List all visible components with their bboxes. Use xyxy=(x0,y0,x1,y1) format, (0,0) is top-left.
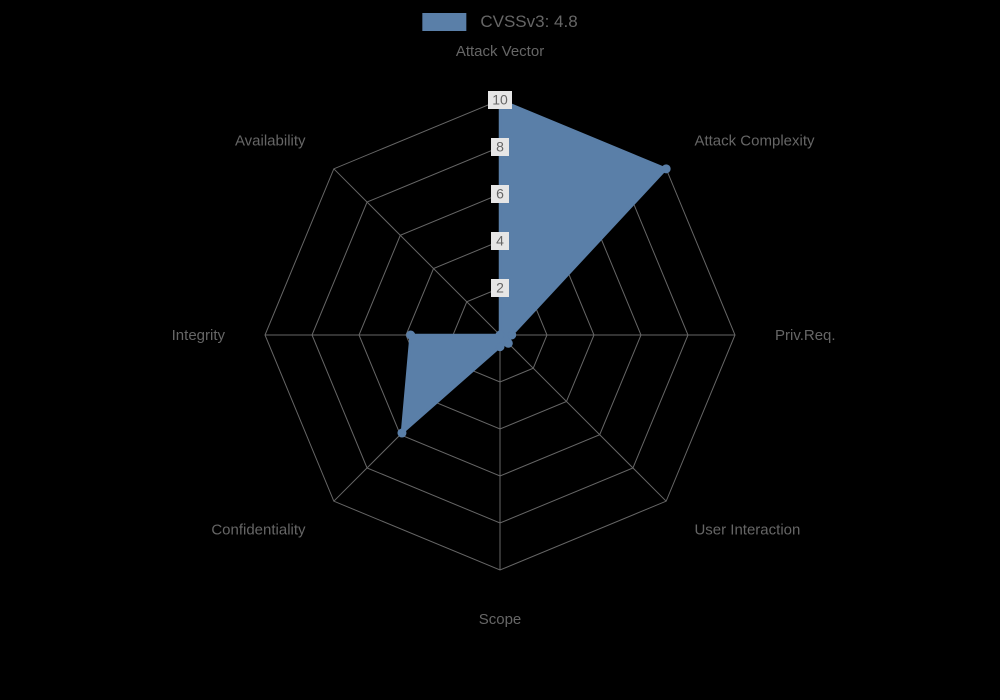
svg-text:8: 8 xyxy=(496,139,504,155)
svg-text:2: 2 xyxy=(496,280,504,296)
radar-chart: 2 4 6 8 10 Attack Vector Attack Complexity Priv… xyxy=(0,0,1000,700)
axis-label: Scope xyxy=(479,611,522,628)
axis-label: User Interaction xyxy=(694,521,800,538)
svg-text:4: 4 xyxy=(496,233,504,249)
axis-label: Availability xyxy=(235,133,306,150)
axis-label: Integrity xyxy=(172,327,226,344)
radar-chart-container: CVSSv3: 4.8 246810Attack VectorAttack Co… xyxy=(0,0,1000,700)
axis-label: Attack Vector xyxy=(456,43,544,60)
svg-text:6: 6 xyxy=(496,186,504,202)
axis-label: Confidentiality xyxy=(211,521,306,538)
axis-label: Priv.Req. xyxy=(775,327,836,344)
axis-label: Attack Complexity xyxy=(694,133,815,150)
svg-text:10: 10 xyxy=(492,92,508,108)
